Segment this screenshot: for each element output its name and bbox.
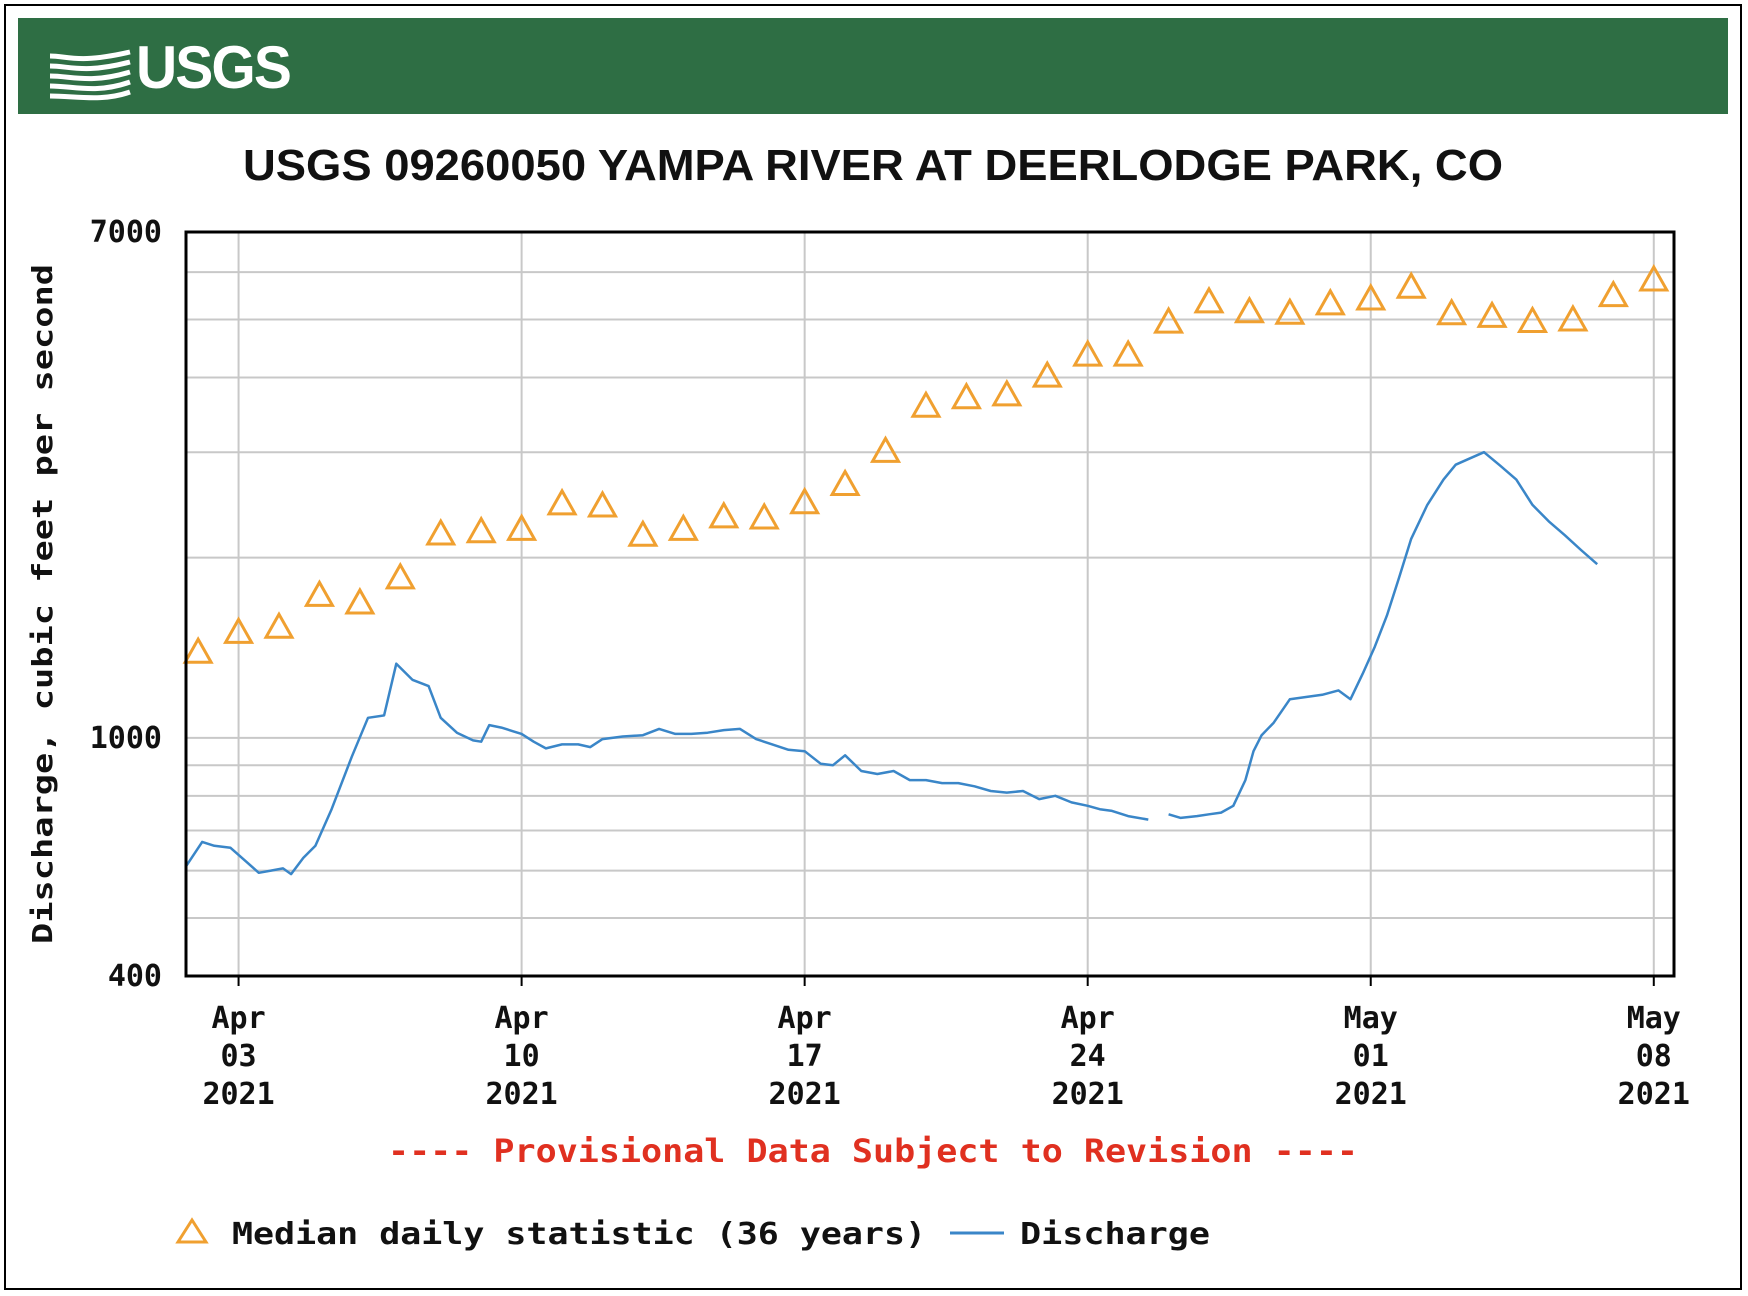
median-triangle-point-25 (1193, 285, 1225, 314)
x-tick-label-3-month: Apr (1061, 1001, 1115, 1036)
usgs-banner: USGS (18, 18, 1728, 114)
x-tick-label-5-year: 2021 (1618, 1077, 1690, 1112)
grid-lines (186, 232, 1674, 986)
median-triangle-point-6 (425, 518, 457, 546)
median-triangle-point-10 (586, 489, 619, 518)
median-triangle-point-19 (950, 381, 982, 410)
median-triangle-point-2 (263, 611, 295, 639)
y-tick-labels: 7000 1000 400 (90, 215, 162, 994)
x-tick-label-5-month: May (1627, 1001, 1681, 1036)
x-tick-labels: Apr032021Apr102021Apr172021Apr242021May0… (202, 1001, 1689, 1112)
provisional-note: ---- Provisional Data Subject to Revisio… (388, 1132, 1358, 1170)
median-triangle-point-5 (384, 561, 416, 590)
y-tick-label-400: 400 (108, 959, 162, 994)
x-tick-label-2-year: 2021 (769, 1077, 841, 1112)
median-triangle-point-26 (1233, 295, 1266, 324)
discharge-line-segment-1 (1168, 450, 1599, 820)
median-triangle-point-16 (829, 468, 861, 496)
y-tick-label-1000: 1000 (90, 721, 162, 756)
median-triangle-point-32 (1476, 300, 1508, 328)
legend: Median daily statistic (36 years) Discha… (175, 1217, 1210, 1252)
usgs-wave-logo-icon (49, 49, 131, 101)
x-tick-label-0-day: 03 (221, 1039, 257, 1074)
median-triangle-point-7 (465, 515, 497, 544)
median-triangle-point-13 (708, 500, 740, 529)
median-triangle-point-22 (1072, 339, 1104, 367)
legend-discharge-label: Discharge (1020, 1217, 1210, 1252)
x-tick-label-1-year: 2021 (485, 1077, 557, 1112)
chart-frame (4, 4, 1742, 1290)
x-tick-label-4-year: 2021 (1335, 1077, 1407, 1112)
x-tick-label-2-day: 17 (787, 1039, 823, 1074)
median-triangle-point-27 (1274, 297, 1306, 325)
x-tick-label-1-month: Apr (495, 1001, 549, 1036)
discharge-line-segment-0 (184, 662, 1149, 876)
median-triangle-point-23 (1112, 339, 1144, 367)
median-triangle-point-30 (1395, 271, 1427, 299)
median-triangle-point-15 (789, 486, 821, 515)
median-triangle-point-8 (506, 513, 538, 541)
median-triangle-point-0 (182, 636, 214, 664)
median-triangle-point-12 (667, 513, 699, 541)
x-tick-label-5-day: 08 (1636, 1039, 1672, 1074)
median-triangle-point-3 (303, 579, 336, 607)
median-triangle-point-31 (1436, 297, 1468, 326)
x-tick-label-4-day: 01 (1353, 1039, 1389, 1074)
x-tick-label-3-day: 24 (1070, 1039, 1106, 1074)
x-tick-label-2-month: Apr (778, 1001, 832, 1036)
median-triangle-point-9 (546, 487, 578, 516)
median-triangle-point-21 (1031, 360, 1063, 388)
median-triangle-point-24 (1152, 306, 1185, 334)
median-triangle-point-34 (1557, 303, 1589, 332)
data-series (182, 263, 1670, 876)
plot-area-border (184, 230, 1676, 978)
median-triangle-point-33 (1516, 305, 1549, 334)
legend-median-label: Median daily statistic (36 years) (232, 1217, 926, 1252)
median-triangle-point-17 (869, 435, 902, 463)
usgs-logo-text: USGS (136, 34, 292, 101)
y-axis-label: Discharge, cubic feet per second (26, 264, 59, 944)
x-tick-label-1-day: 10 (504, 1039, 540, 1074)
x-tick-label-0-month: Apr (211, 1001, 265, 1036)
median-triangle-point-1 (222, 616, 255, 644)
median-triangle-point-18 (910, 390, 942, 418)
median-triangle-point-20 (991, 378, 1023, 407)
median-triangle-point-29 (1355, 282, 1387, 311)
median-triangle-point-36 (1638, 263, 1670, 292)
median-triangle-point-11 (627, 519, 659, 547)
x-tick-label-3-year: 2021 (1052, 1077, 1124, 1112)
x-tick-label-0-year: 2021 (202, 1077, 274, 1112)
median-triangle-point-14 (748, 501, 780, 530)
median-triangle-point-28 (1314, 287, 1346, 316)
legend-median-triangle-icon (175, 1217, 209, 1244)
chart-title: USGS 09260050 YAMPA RIVER AT DEERLODGE P… (243, 141, 1503, 190)
median-triangle-point-35 (1597, 279, 1629, 308)
median-triangle-point-4 (344, 586, 376, 615)
x-tick-label-4-month: May (1344, 1001, 1398, 1036)
y-tick-label-7000: 7000 (90, 215, 162, 250)
